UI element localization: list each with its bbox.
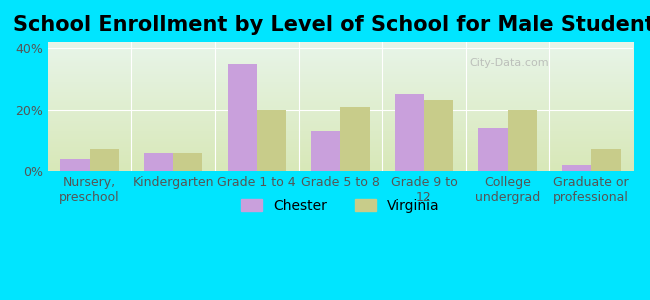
Bar [227,64,257,171]
Bar [562,165,592,171]
Bar [311,131,341,171]
Legend: Chester, Virginia: Chester, Virginia [236,193,445,218]
Bar [508,110,537,171]
Bar [424,100,453,171]
Title: School Enrollment by Level of School for Male Students: School Enrollment by Level of School for… [13,15,650,35]
Text: City-Data.com: City-Data.com [469,58,549,68]
Bar [90,149,119,171]
Bar [395,94,424,171]
Bar [257,110,286,171]
Bar [478,128,508,171]
Bar [341,106,370,171]
Bar [60,159,90,171]
Bar [144,152,173,171]
Bar [173,152,202,171]
Bar [592,149,621,171]
